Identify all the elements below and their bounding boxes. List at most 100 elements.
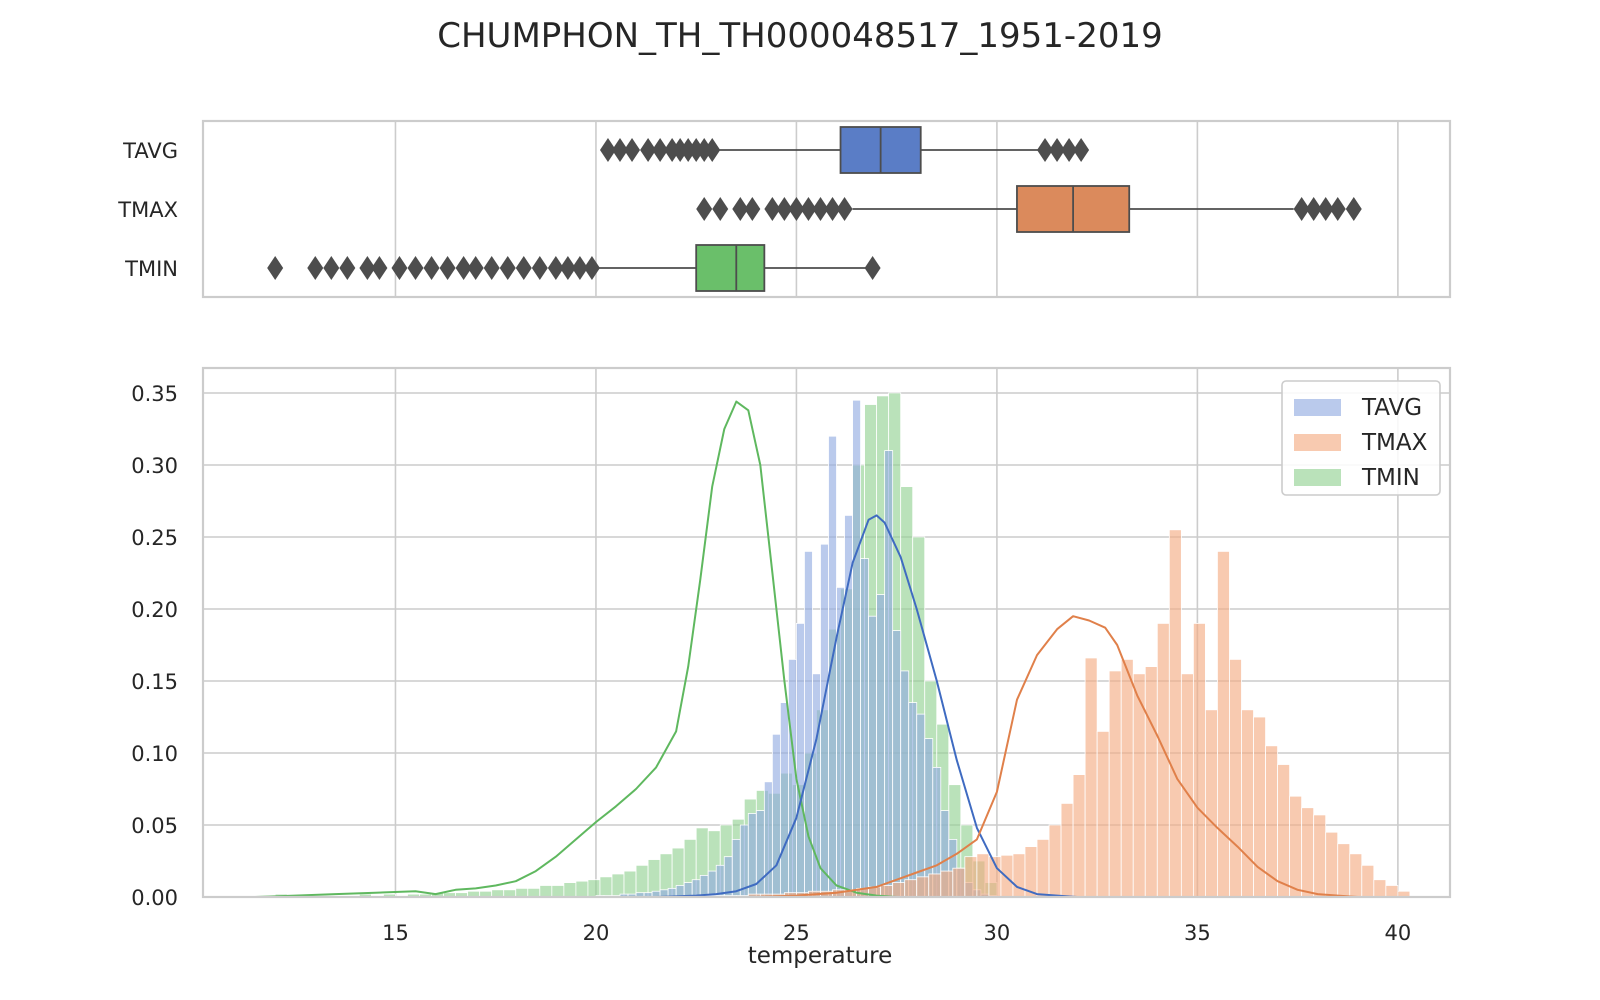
histogram-bar — [1120, 659, 1134, 897]
box-category-label: TAVG — [122, 139, 178, 163]
box-outlier — [812, 197, 829, 221]
histogram-bar — [884, 450, 894, 897]
box-outlier — [439, 256, 456, 280]
histogram-bar — [1385, 885, 1399, 897]
x-tick-label: 25 — [783, 921, 810, 945]
histogram-bar — [892, 882, 906, 897]
histogram-bar — [892, 630, 902, 897]
box-outlier — [640, 138, 657, 162]
histogram-bar — [828, 435, 837, 897]
histogram-bar — [868, 615, 878, 897]
histogram-frame — [201, 366, 1452, 899]
histogram-bar — [904, 879, 918, 897]
histogram-bar — [1361, 864, 1375, 897]
histogram-bar — [599, 876, 613, 897]
box-outlier — [423, 256, 440, 280]
hist-series-tmax — [699, 529, 1411, 897]
boxplot-panel: TAVG TMAX TMIN — [117, 119, 1452, 299]
histogram-bar — [860, 558, 870, 897]
histogram-bar — [1036, 839, 1050, 897]
legend-swatch-tavg — [1294, 399, 1341, 416]
histogram-bar — [527, 887, 541, 897]
legend-label-tmax: TMAX — [1361, 430, 1428, 456]
box-outlier — [515, 256, 532, 280]
box-outlier — [836, 197, 853, 221]
y-tick-label: 0.05 — [131, 814, 178, 838]
histogram-bar — [1301, 807, 1315, 897]
histogram-bar — [820, 543, 829, 897]
box-outlier — [744, 197, 761, 221]
histogram-bar — [924, 738, 934, 897]
box-outlier — [483, 256, 500, 280]
histogram-bar — [900, 670, 910, 897]
histogram-bar — [908, 702, 918, 897]
histogram-bar — [1048, 824, 1062, 897]
box-outlier — [559, 256, 576, 280]
histogram-bar — [1337, 843, 1351, 897]
histogram-bar — [515, 887, 529, 897]
box-outlier — [696, 138, 713, 162]
box-outlier — [407, 256, 424, 280]
box-outlier — [371, 256, 388, 280]
box-outlier — [1293, 197, 1310, 221]
legend-label-tavg: TAVG — [1361, 395, 1422, 421]
histogram-panel: 0.00 0.05 0.10 0.15 0.20 0.25 0.30 0.35 15 20 25 30… — [131, 366, 1452, 945]
histogram-bar — [623, 870, 637, 897]
box-outlier — [680, 138, 697, 162]
histogram-bar — [1217, 551, 1230, 897]
histogram-bar — [1349, 853, 1363, 897]
histogram-bar — [699, 875, 709, 897]
hist-series-tavg — [595, 399, 998, 897]
histogram-bar — [1012, 853, 1026, 897]
x-tick-label: 15 — [382, 921, 409, 945]
histogram-bar — [796, 623, 805, 897]
histogram-bar — [707, 870, 717, 897]
box-outlier — [800, 197, 817, 221]
histogram-bar — [1156, 623, 1170, 897]
box-iqr — [695, 244, 766, 292]
histogram-bar — [876, 594, 886, 897]
box-outlier — [712, 197, 729, 221]
histogram-bar — [1060, 803, 1074, 897]
box-outlier — [1305, 197, 1322, 221]
box-tavg: TAVG — [122, 126, 1090, 174]
histogram-bar — [1241, 709, 1254, 897]
x-tick-label: 35 — [1184, 921, 1211, 945]
x-tick-label: 30 — [984, 921, 1011, 945]
box-outlier — [1073, 138, 1090, 162]
box-category-label: TMAX — [117, 198, 178, 222]
histogram-bar — [1373, 879, 1387, 897]
chart-title: CHUMPHON_TH_TH000048517_1951-2019 — [437, 16, 1162, 56]
histogram-bar — [731, 839, 741, 897]
histogram-bar — [1144, 666, 1158, 897]
histogram-bar — [1192, 623, 1206, 897]
box-outlier — [1049, 138, 1066, 162]
y-tick-label: 0.35 — [131, 382, 178, 406]
box-outlier — [788, 197, 805, 221]
box-outlier — [612, 138, 629, 162]
box-outlier — [776, 197, 793, 221]
y-tick-label: 0.00 — [131, 886, 178, 910]
box-outlier — [1329, 197, 1346, 221]
histogram-bar — [587, 879, 601, 897]
x-axis-label: temperature — [748, 943, 893, 969]
box-outlier — [1345, 197, 1362, 221]
box-outlier — [391, 256, 408, 280]
box-outlier — [1317, 197, 1334, 221]
histogram-bar — [1180, 673, 1194, 897]
y-tick-label: 0.20 — [131, 598, 178, 622]
legend-swatch-tmax — [1294, 434, 1341, 451]
histogram-bar — [1108, 670, 1122, 897]
legend-label-tmin: TMIN — [1361, 465, 1420, 491]
histogram-bar — [771, 733, 781, 897]
box-outlier — [688, 138, 705, 162]
box-outlier — [696, 197, 713, 221]
box-outlier — [764, 197, 781, 221]
y-tick-label: 0.25 — [131, 526, 178, 550]
box-category-label: TMIN — [124, 257, 178, 281]
box-outlier — [672, 138, 689, 162]
histogram-bar — [852, 399, 861, 897]
box-outlier — [824, 197, 841, 221]
